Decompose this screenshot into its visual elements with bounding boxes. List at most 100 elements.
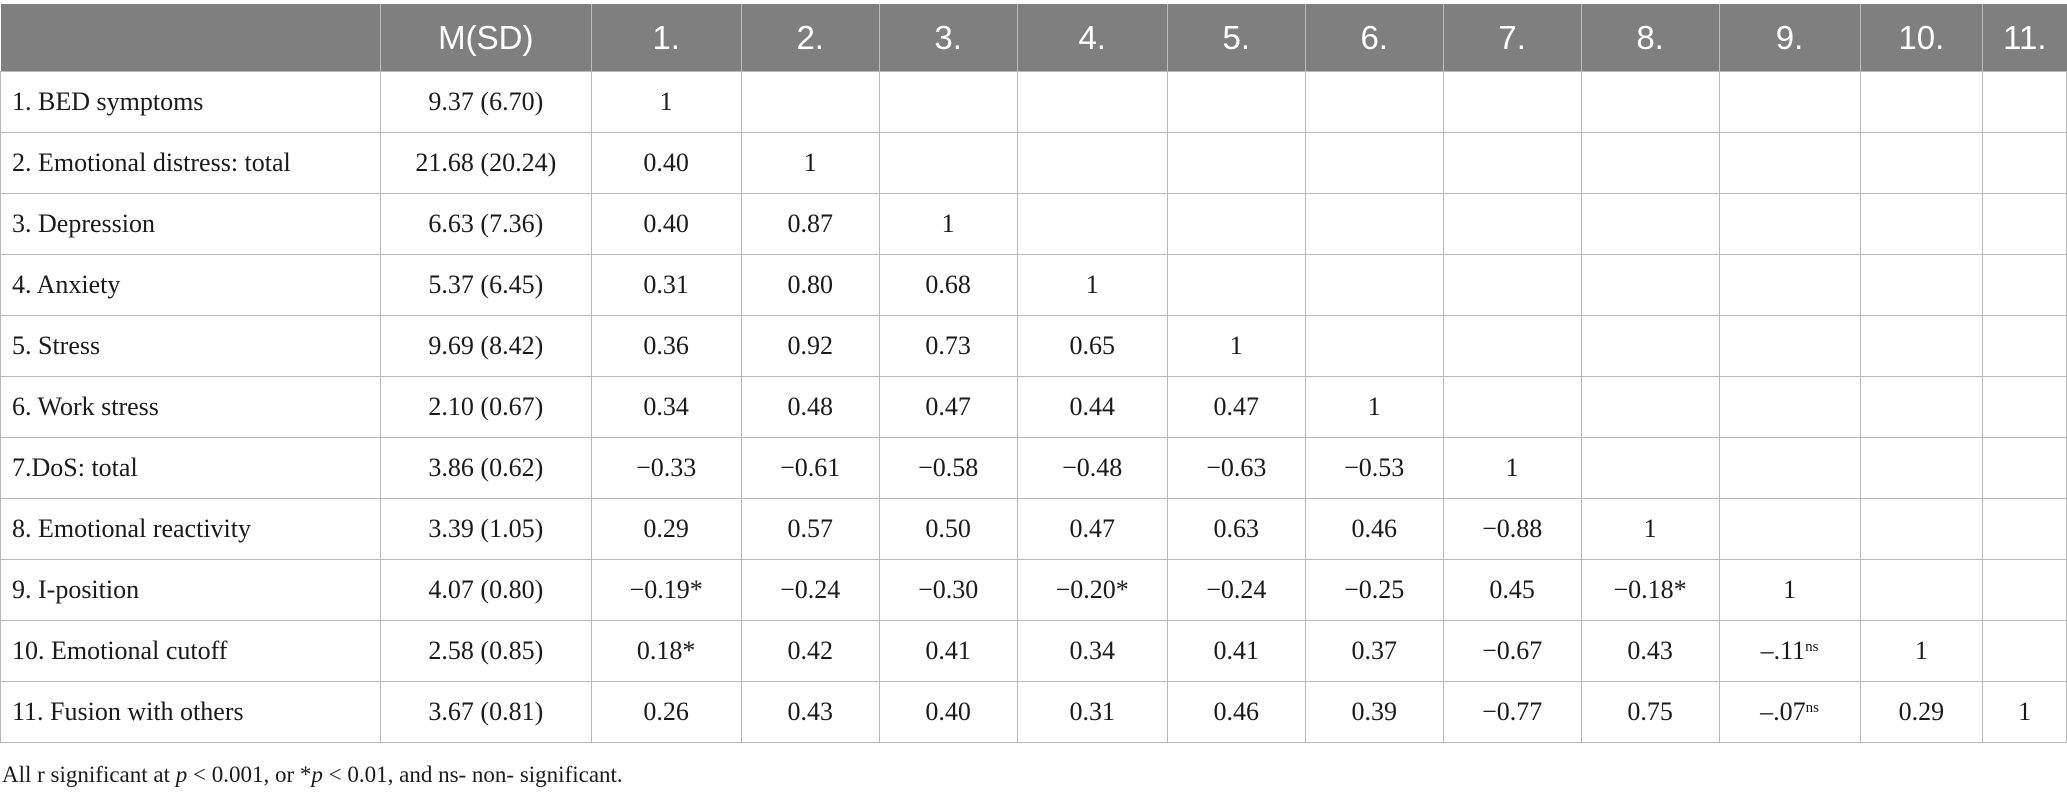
correlation-cell: [1442, 132, 1582, 194]
correlation-cell: 1: [1304, 376, 1444, 438]
correlation-value: 0.39: [1351, 697, 1397, 726]
correlation-value: 1: [1367, 392, 1381, 421]
correlation-cell: 0.73: [878, 315, 1018, 377]
row-label: 8. Emotional reactivity: [0, 498, 382, 560]
header-cell-4: 4.: [1016, 4, 1168, 72]
correlation-cell: [1982, 620, 2067, 682]
correlation-cell: 0.40: [590, 193, 742, 255]
table-row: 9. I-position 4.07 (0.80) −0.19* −0.24 −0.30…: [0, 559, 2067, 621]
correlation-cell: 0.41: [1166, 620, 1306, 682]
correlation-cell: 0.87: [740, 193, 880, 255]
correlation-value: 0.41: [1213, 636, 1260, 665]
header-cell-6: 6.: [1304, 4, 1444, 72]
correlation-value: 0.47: [925, 392, 971, 421]
correlation-cell: [1718, 498, 1861, 560]
footnote-p-symbol-2: p: [311, 762, 323, 787]
correlation-cell: [1859, 132, 1984, 194]
correlation-cell: [1166, 254, 1306, 316]
correlation-value: 0.41: [925, 636, 971, 665]
correlation-cell: 0.18*: [590, 620, 742, 682]
correlation-value: 0.31: [1069, 697, 1115, 726]
correlation-cell: [1442, 315, 1582, 377]
table-body: 1. BED symptoms 9.37 (6.70) 1 2. Emotional …: [0, 71, 2067, 743]
row-label: 9. I-position: [0, 559, 382, 621]
correlation-value: 0.31: [643, 270, 689, 299]
correlation-cell: −0.20*: [1016, 559, 1168, 621]
table-row: 10. Emotional cutoff 2.58 (0.85) 0.18* 0.42…: [0, 620, 2067, 682]
correlation-cell: 0.80: [740, 254, 880, 316]
correlation-value: 0.26: [643, 697, 689, 726]
correlation-value: 0.34: [1069, 636, 1115, 665]
correlation-value: 0.47: [1213, 392, 1260, 421]
correlation-value: −0.61: [780, 453, 841, 482]
correlation-cell: [1718, 376, 1861, 438]
correlation-cell: 1: [1442, 437, 1582, 499]
correlation-cell: −0.25: [1304, 559, 1444, 621]
correlation-value: −0.48: [1062, 453, 1123, 482]
row-label: 11. Fusion with others: [0, 681, 382, 743]
correlation-value: −0.77: [1482, 697, 1543, 726]
correlation-value: −0.88: [1482, 514, 1543, 543]
correlation-cell: [1304, 132, 1444, 194]
correlation-cell: 0.39: [1304, 681, 1444, 743]
correlation-value: 0.57: [787, 514, 833, 543]
correlation-value: 0.68: [925, 270, 971, 299]
correlation-cell: 0.40: [878, 681, 1018, 743]
correlation-cell: 0.92: [740, 315, 880, 377]
correlation-cell: −0.48: [1016, 437, 1168, 499]
correlation-cell: [1859, 254, 1984, 316]
footnote-text-1: All r significant at: [2, 762, 176, 787]
correlation-cell: 0.29: [1859, 681, 1984, 743]
correlation-cell: [1016, 132, 1168, 194]
correlation-cell: [1718, 71, 1861, 133]
correlation-value: 0.80: [787, 270, 833, 299]
correlation-cell: 1: [740, 132, 880, 194]
correlation-value: 0.40: [925, 697, 971, 726]
correlation-cell: 0.43: [740, 681, 880, 743]
correlation-value: 1: [803, 148, 817, 177]
correlation-value: 1: [1783, 575, 1797, 604]
correlation-cell: [1859, 376, 1984, 438]
correlation-value: –.11: [1760, 636, 1806, 665]
header-cell-5: 5.: [1166, 4, 1306, 72]
correlation-cell: −0.24: [1166, 559, 1306, 621]
correlation-cell: 0.46: [1166, 681, 1306, 743]
correlation-cell: 0.45: [1442, 559, 1582, 621]
correlation-cell: 1: [1859, 620, 1984, 682]
correlation-cell: [1859, 498, 1984, 560]
correlation-cell: −0.63: [1166, 437, 1306, 499]
row-label: 3. Depression: [0, 193, 382, 255]
correlation-cell: 0.68: [878, 254, 1018, 316]
correlation-cell: 0.34: [590, 376, 742, 438]
table-row: 5. Stress 9.69 (8.42) 0.36 0.92 0.73 0.65 1: [0, 315, 2067, 377]
footnote-text-3: < 0.01, and ns- non- significant.: [322, 762, 623, 787]
correlation-cell: 0.34: [1016, 620, 1168, 682]
correlation-value: 0.29: [643, 514, 689, 543]
correlation-value: −0.24: [780, 575, 841, 604]
header-cell-11: 11.: [1982, 4, 2067, 72]
correlation-cell: 1: [1580, 498, 1720, 560]
correlation-cell: [878, 71, 1018, 133]
correlation-value: 0.50: [925, 514, 971, 543]
row-label: 4. Anxiety: [0, 254, 382, 316]
header-cell-3: 3.: [878, 4, 1018, 72]
correlation-value: 0.36: [643, 331, 689, 360]
correlation-table: M(SD) 1. 2. 3. 4. 5. 6. 7. 8. 9. 10. 11.…: [0, 4, 2067, 743]
correlation-cell: [1304, 193, 1444, 255]
correlation-value: 1: [1229, 331, 1243, 360]
correlation-cell: [1304, 71, 1444, 133]
correlation-cell: [1580, 132, 1720, 194]
correlation-cell: [1442, 193, 1582, 255]
header-cell-msd: M(SD): [380, 4, 592, 72]
correlation-value: −0.20*: [1055, 575, 1129, 604]
correlation-cell: [1859, 437, 1984, 499]
correlation-cell: [1982, 193, 2067, 255]
correlation-value: 0.46: [1351, 514, 1397, 543]
mean-sd-cell: 3.86 (0.62): [380, 437, 592, 499]
row-label: 7.DoS: total: [0, 437, 382, 499]
correlation-value: 0.43: [787, 697, 833, 726]
correlation-cell: [1580, 254, 1720, 316]
mean-sd-cell: 2.58 (0.85): [380, 620, 592, 682]
correlation-cell: −0.88: [1442, 498, 1582, 560]
mean-sd-cell: 3.39 (1.05): [380, 498, 592, 560]
